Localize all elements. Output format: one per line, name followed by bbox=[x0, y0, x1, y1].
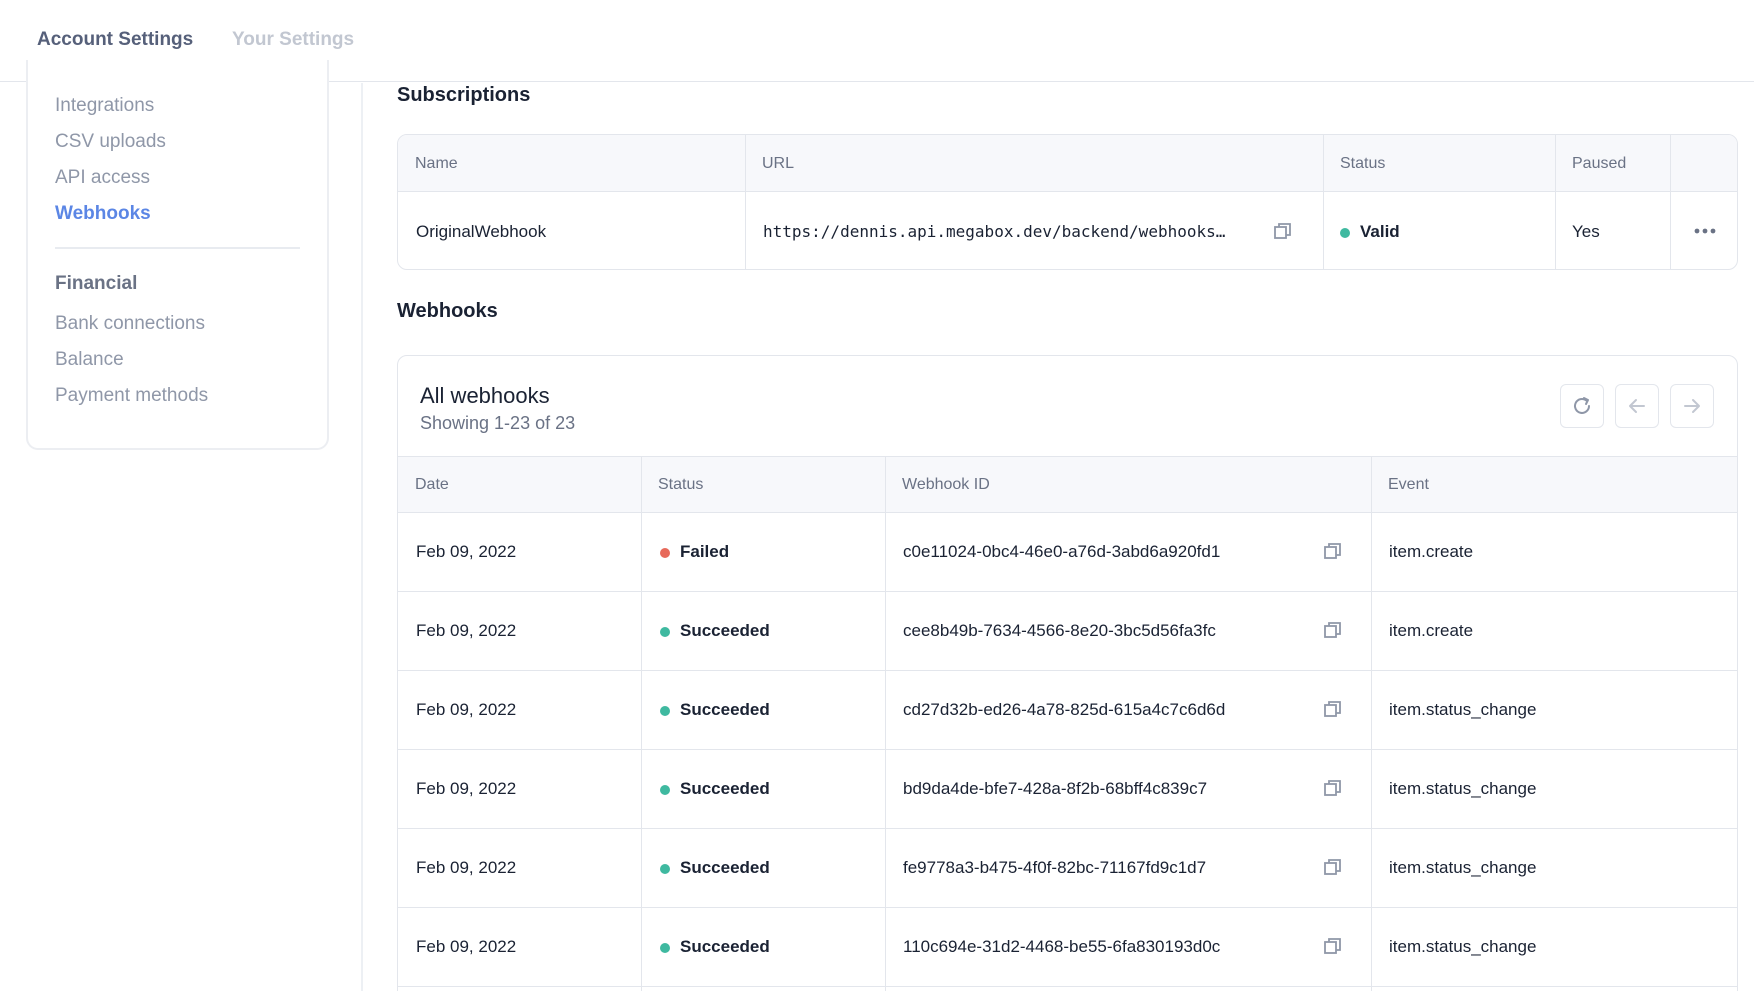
copy-icon[interactable] bbox=[1323, 936, 1343, 956]
webhook-status: Succeeded bbox=[660, 937, 770, 957]
webhook-date: Feb 09, 2022 bbox=[416, 779, 517, 798]
webhook-status: Succeeded bbox=[660, 858, 770, 878]
webhook-id: fe9778a3-b475-4f0f-82bc-71167fd9c1d7 bbox=[903, 858, 1207, 877]
webhook-date: Feb 09, 2022 bbox=[416, 937, 517, 956]
copy-icon[interactable] bbox=[1323, 778, 1343, 798]
sidebar-item-balance[interactable]: Balance bbox=[55, 349, 124, 370]
status-dot-icon bbox=[660, 942, 670, 953]
webhook-date: Feb 09, 2022 bbox=[416, 621, 517, 640]
copy-icon[interactable] bbox=[1323, 541, 1343, 561]
tab-account-settings[interactable]: Account Settings bbox=[37, 29, 194, 50]
webhook-status: Succeeded bbox=[660, 779, 770, 799]
webhook-event: item.status_change bbox=[1389, 858, 1537, 877]
webhook-id: bd9da4de-bfe7-428a-8f2b-68bff4c839c7 bbox=[903, 779, 1208, 798]
status-dot-icon bbox=[660, 863, 670, 874]
webhooks-card: All webhooks Showing 1-23 of 23 Date Sta… bbox=[397, 355, 1738, 991]
webhook-id: 110c694e-31d2-4468-be55-6fa830193d0c bbox=[903, 937, 1221, 956]
column-header-url: URL bbox=[762, 155, 795, 172]
webhook-status: Succeeded bbox=[660, 621, 770, 641]
webhooks-section-title: Webhooks bbox=[397, 300, 498, 322]
subscriptions-title: Subscriptions bbox=[397, 84, 531, 106]
webhook-id: cd27d32b-ed26-4a78-825d-615a4c7c6d6d bbox=[903, 700, 1226, 719]
sidebar-item-api-access[interactable]: API access bbox=[55, 167, 151, 188]
webhook-id: c0e11024-0bc4-46e0-a76d-3abd6a920fd1 bbox=[903, 542, 1221, 561]
column-header-status: Status bbox=[658, 476, 704, 493]
webhook-date: Feb 09, 2022 bbox=[416, 700, 517, 719]
arrow-left-icon bbox=[1629, 399, 1645, 413]
status-dot-icon bbox=[660, 547, 670, 558]
sidebar-item-payment-methods[interactable]: Payment methods bbox=[55, 385, 209, 406]
subscriptions-table: Name URL Status Paused OriginalWebhook h… bbox=[397, 134, 1738, 270]
next-page-button[interactable] bbox=[1670, 384, 1714, 428]
sidebar-item-csv-uploads[interactable]: CSV uploads bbox=[55, 131, 166, 152]
status-dot-icon bbox=[660, 705, 670, 716]
webhooks-card-title: All webhooks bbox=[420, 383, 550, 408]
table-row[interactable]: Feb 09, 2022 Succeeded bd9da4de-bfe7-428a-… bbox=[398, 750, 1737, 829]
table-row[interactable]: Feb 09, 2022 Failed c0e11024-0bc4-46e0-a76… bbox=[398, 513, 1737, 592]
copy-icon[interactable] bbox=[1323, 620, 1343, 640]
webhook-event: item.create bbox=[1389, 542, 1474, 561]
status-dot-icon bbox=[660, 626, 670, 637]
sidebar-item-webhooks[interactable]: Webhooks bbox=[55, 203, 151, 224]
webhook-event: item.status_change bbox=[1389, 937, 1537, 956]
status-dot-icon bbox=[1340, 227, 1350, 238]
webhook-date: Feb 09, 2022 bbox=[416, 858, 517, 877]
previous-page-button[interactable] bbox=[1615, 384, 1659, 428]
subscription-status: Valid bbox=[1340, 222, 1400, 242]
webhooks-count: Showing 1-23 of 23 bbox=[420, 413, 576, 433]
refresh-button[interactable] bbox=[1560, 384, 1604, 428]
subscription-name: OriginalWebhook bbox=[416, 222, 547, 241]
table-row[interactable]: Feb 09, 2022 Succeeded fe9778a3-b475-4f0f-… bbox=[398, 829, 1737, 908]
table-row[interactable]: Feb 09, 2022 Succeeded cee8b49b-7634-4566-… bbox=[398, 592, 1737, 671]
subscription-paused: Yes bbox=[1572, 222, 1600, 241]
column-header-event: Event bbox=[1388, 476, 1429, 493]
sidebar-item-bank-connections[interactable]: Bank connections bbox=[55, 313, 205, 334]
column-header-webhook-id: Webhook ID bbox=[902, 476, 990, 493]
arrow-right-icon bbox=[1684, 399, 1700, 413]
column-header-date: Date bbox=[415, 476, 449, 493]
sidebar-item-integrations[interactable]: Integrations bbox=[55, 95, 155, 116]
column-header-name: Name bbox=[415, 155, 458, 172]
webhook-id: cee8b49b-7634-4566-8e20-3bc5d56fa3fc bbox=[903, 621, 1216, 640]
content-divider bbox=[361, 83, 363, 991]
status-dot-icon bbox=[660, 784, 670, 795]
refresh-icon bbox=[1574, 397, 1590, 414]
tab-your-settings[interactable]: Your Settings bbox=[232, 29, 355, 50]
webhook-event: item.create bbox=[1389, 621, 1474, 640]
table-row[interactable]: Feb 09, 2022 Succeeded 110c694e-31d2-4468-… bbox=[398, 908, 1737, 987]
subscriptions-table-header bbox=[398, 135, 1737, 192]
table-row[interactable]: Feb 09, 2022 Succeeded cd27d32b-ed26-4a78-… bbox=[398, 671, 1737, 750]
copy-icon[interactable] bbox=[1323, 857, 1343, 877]
settings-sidebar bbox=[26, 60, 329, 450]
webhook-date: Feb 09, 2022 bbox=[416, 542, 517, 561]
webhook-event: item.status_change bbox=[1389, 779, 1537, 798]
subscription-url: https://dennis.api.megabox.dev/backend/w… bbox=[763, 222, 1226, 241]
webhooks-table-header: Date Status Webhook ID Event bbox=[398, 456, 1737, 513]
webhook-status: Succeeded bbox=[660, 700, 770, 720]
webhook-event: item.status_change bbox=[1389, 700, 1537, 719]
more-options-icon[interactable] bbox=[1693, 227, 1717, 235]
copy-icon[interactable] bbox=[1323, 699, 1343, 719]
column-header-paused: Paused bbox=[1572, 155, 1627, 172]
sidebar-heading-financial: Financial bbox=[55, 273, 138, 294]
copy-icon[interactable] bbox=[1273, 221, 1293, 241]
column-header-status: Status bbox=[1340, 155, 1386, 172]
webhook-status: Failed bbox=[660, 542, 729, 562]
sidebar-divider bbox=[55, 247, 300, 249]
